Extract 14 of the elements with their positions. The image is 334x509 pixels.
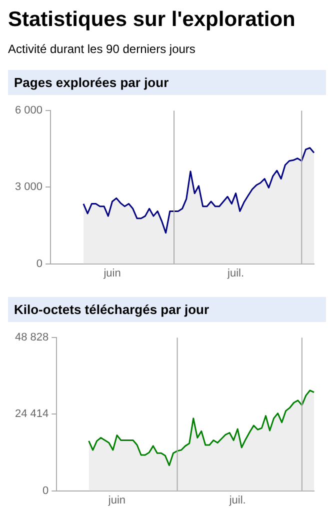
text: Statistiques sur l'exploration: [8, 8, 296, 32]
x-tick-label: juin: [102, 267, 121, 280]
x-tick-label: juin: [107, 494, 126, 506]
y-tick-label: 48 828: [14, 332, 49, 344]
text: Activité durant les 90 derniers jours: [8, 42, 196, 56]
y-tick-label: 24 414: [14, 408, 49, 420]
y-tick-label: 6 000: [14, 104, 43, 117]
y-tick-label: 0: [42, 484, 49, 497]
y-tick-label: 0: [36, 258, 43, 270]
y-tick-label: 3 000: [14, 181, 43, 194]
chart-title: Pages explorées par jour: [8, 70, 326, 95]
x-tick-label: juil.: [226, 267, 244, 280]
chart-title: Kilo-octets téléchargés par jour: [8, 297, 326, 322]
x-tick-label: juil.: [228, 494, 246, 506]
